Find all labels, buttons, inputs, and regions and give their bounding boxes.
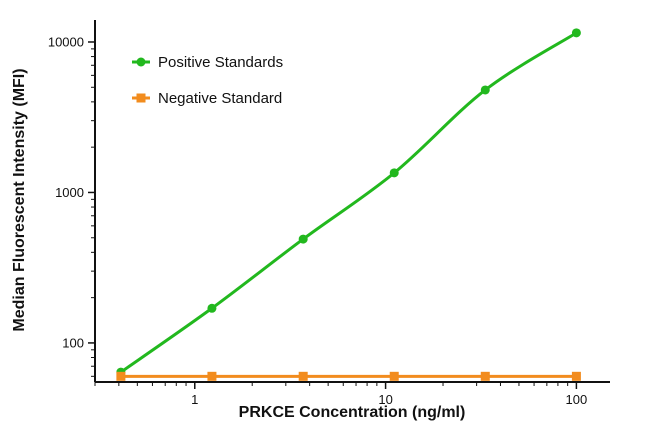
legend-label-negative: Negative Standard bbox=[158, 90, 282, 107]
legend-item-negative: Negative Standard bbox=[132, 90, 282, 107]
data-point-positive bbox=[389, 168, 399, 178]
data-point-positive bbox=[207, 303, 217, 313]
legend-marker-negative bbox=[136, 93, 146, 103]
legend-item-positive: Positive Standards bbox=[132, 54, 283, 71]
y-tick-label: 10000 bbox=[48, 34, 84, 49]
data-point-positive bbox=[298, 234, 308, 244]
x-axis-title: PRKCE Concentration (ng/ml) bbox=[239, 404, 466, 421]
data-point-negative bbox=[571, 371, 581, 381]
data-point-negative bbox=[207, 371, 217, 381]
data-point-negative bbox=[116, 371, 126, 381]
x-tick-label: 10 bbox=[378, 392, 392, 407]
y-tick-label: 100 bbox=[62, 335, 84, 350]
data-point-positive bbox=[571, 28, 581, 38]
y-ticks: 100 1000 10000 bbox=[48, 34, 95, 377]
data-point-negative bbox=[298, 371, 308, 381]
y-tick-label: 1000 bbox=[55, 185, 84, 200]
series-layer bbox=[116, 28, 581, 381]
series-line-positive bbox=[119, 31, 578, 374]
x-ticks: 1 10 100 bbox=[94, 382, 588, 407]
data-point-negative bbox=[480, 371, 490, 381]
legend-marker-positive bbox=[136, 57, 146, 67]
data-point-positive bbox=[480, 85, 490, 95]
data-point-negative bbox=[389, 371, 399, 381]
axes bbox=[94, 20, 610, 383]
y-axis-title: Median Fluorescent Intensity (MFI) bbox=[11, 68, 28, 331]
x-tick-label: 1 bbox=[191, 392, 198, 407]
x-tick-label: 100 bbox=[566, 392, 588, 407]
legend-label-positive: Positive Standards bbox=[158, 54, 283, 71]
legend: Positive Standards Negative Standard bbox=[132, 54, 283, 107]
